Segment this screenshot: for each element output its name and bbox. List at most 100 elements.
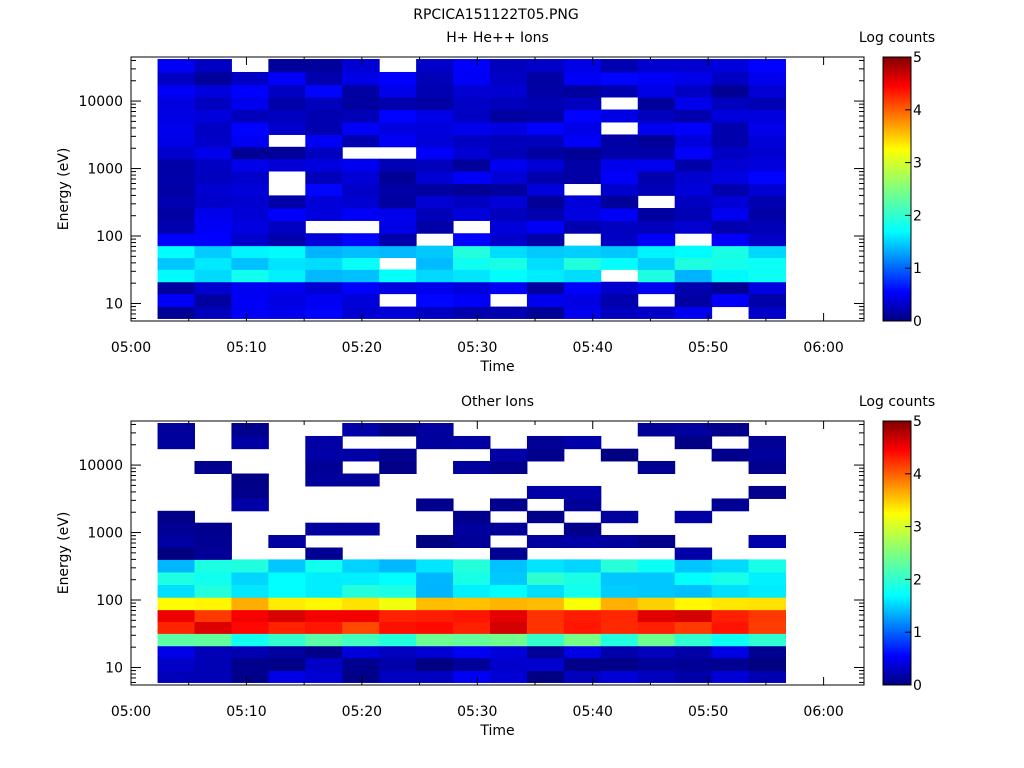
- heatmap-cell: [489, 498, 528, 512]
- heatmap-cell: [600, 534, 639, 549]
- heatmap-cell: [268, 609, 306, 623]
- heatmap-cell: [453, 645, 491, 659]
- heatmap-cell: [637, 572, 676, 585]
- heatmap-cell: [231, 584, 269, 598]
- heatmap-cell: [674, 609, 713, 623]
- heatmap-cell: [194, 621, 232, 634]
- heatmap-cell: [231, 435, 269, 450]
- heatmap-cell: [526, 597, 565, 611]
- heatmap-cell: [637, 423, 676, 437]
- heatmap-cell: [711, 84, 750, 98]
- heatmap-cell: [342, 670, 380, 683]
- heatmap-cell: [526, 158, 565, 172]
- heatmap-cell: [231, 306, 269, 319]
- heatmap-cell: [563, 158, 602, 172]
- heatmap-cell: [674, 59, 713, 73]
- heatmap-cell: [194, 146, 232, 160]
- heatmap-cell: [416, 435, 454, 450]
- heatmap-cell: [674, 306, 713, 319]
- heatmap-cell: [526, 146, 565, 160]
- heatmap-cell: [305, 281, 343, 295]
- heatmap-cell: [305, 146, 343, 160]
- heatmap-cell: [416, 146, 454, 160]
- heatmap-cell: [342, 281, 380, 295]
- heatmap-cell: [194, 233, 232, 247]
- heatmap-cell: [379, 158, 417, 172]
- heatmap-cell: [157, 158, 195, 172]
- heatmap-cell: [637, 146, 676, 160]
- heatmap-cell: [489, 269, 528, 283]
- heatmap-cell: [342, 233, 380, 247]
- heatmap-cell: [748, 435, 787, 450]
- heatmap-cell: [231, 208, 269, 221]
- heatmap-cell: [563, 220, 602, 234]
- heatmap-cell: [342, 306, 380, 319]
- heatmap-cell: [600, 584, 639, 598]
- heatmap-cell: [342, 584, 380, 598]
- heatmap-cell: [711, 257, 750, 270]
- heatmap-cell: [416, 170, 454, 185]
- heatmap-cell: [157, 522, 195, 536]
- heatmap-cell: [157, 293, 195, 308]
- heatmap-cell: [305, 245, 343, 259]
- heatmap-cell: [231, 245, 269, 259]
- heatmap-cell: [748, 572, 787, 585]
- heatmap-cell: [748, 158, 787, 172]
- heatmap-cell: [453, 510, 491, 524]
- heatmap-cell: [637, 269, 676, 283]
- x-tick-label: 05:40: [573, 340, 613, 356]
- heatmap-cell: [637, 257, 676, 270]
- heatmap-cell: [674, 670, 713, 683]
- heatmap-cell: [600, 158, 639, 172]
- y-axis-label: Energy (eV): [56, 512, 72, 595]
- heatmap-cell: [526, 59, 565, 73]
- heatmap-cell: [231, 473, 269, 487]
- heatmap-cell: [157, 220, 195, 234]
- heatmap-cell: [637, 158, 676, 172]
- heatmap-cell: [563, 584, 602, 598]
- y-tick-label: 10000: [78, 94, 123, 110]
- heatmap-cell: [600, 657, 639, 672]
- heatmap-cell: [526, 609, 565, 623]
- heatmap-cell: [526, 645, 565, 659]
- heatmap-cell: [231, 645, 269, 659]
- heatmap-cell: [379, 423, 417, 437]
- x-tick-label: 05:50: [688, 340, 728, 356]
- heatmap-cell: [231, 233, 269, 247]
- heatmap-cell: [711, 195, 750, 209]
- heatmap-cell: [637, 96, 676, 111]
- heatmap-cell: [600, 572, 639, 585]
- heatmap-cell: [342, 269, 380, 283]
- heatmap-cell: [379, 584, 417, 598]
- heatmap-cell: [453, 158, 491, 172]
- heatmap-cell: [305, 183, 343, 196]
- heatmap-cell: [157, 96, 195, 111]
- heatmap-cell: [674, 208, 713, 221]
- heatmap-cell: [231, 220, 269, 234]
- heatmap-cell: [305, 435, 343, 450]
- heatmap-cell: [674, 220, 713, 234]
- heatmap-cell: [711, 233, 750, 247]
- x-tick-label: 05:20: [342, 340, 382, 356]
- heatmap-cell: [748, 134, 787, 148]
- heatmap-cell: [157, 510, 195, 524]
- heatmap-cell: [416, 621, 454, 634]
- y-tick-label: 10000: [78, 458, 123, 474]
- heatmap-cell: [600, 195, 639, 209]
- heatmap-cell: [416, 498, 454, 512]
- heatmap-cell: [453, 670, 491, 683]
- heatmap-cell: [305, 645, 343, 659]
- heatmap-cell: [563, 281, 602, 295]
- x-axis-label: Time: [479, 723, 514, 739]
- heatmap-cell: [489, 195, 528, 209]
- heatmap-cell: [711, 220, 750, 234]
- heatmap-cell: [489, 220, 528, 234]
- heatmap-cell: [453, 183, 491, 196]
- heatmap-cell: [489, 233, 528, 247]
- heatmap-cell: [563, 269, 602, 283]
- heatmap-cell: [305, 460, 343, 475]
- heatmap-cell: [342, 183, 380, 196]
- heatmap-cell: [157, 670, 195, 683]
- heatmap-cell: [526, 233, 565, 247]
- heatmap-cell: [194, 281, 232, 295]
